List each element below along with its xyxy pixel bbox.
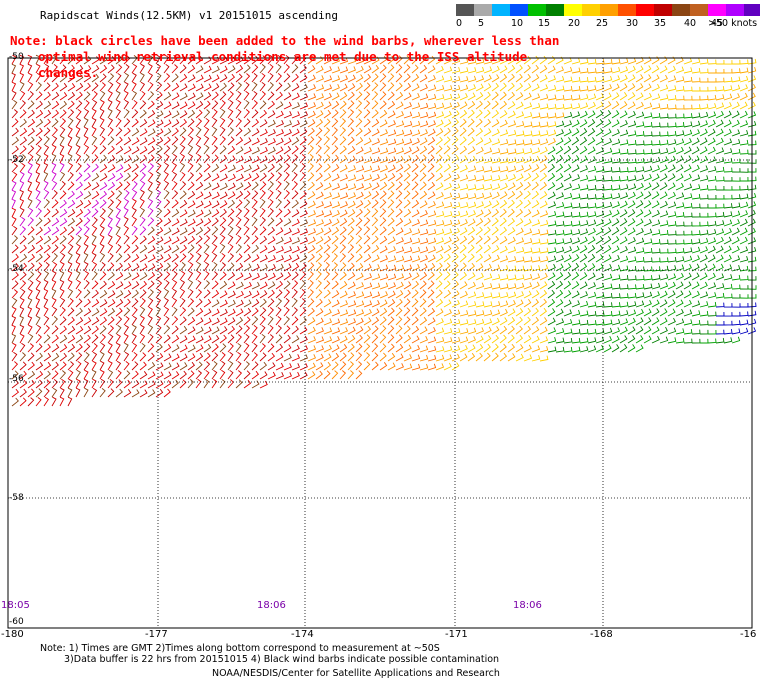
lat-label-52: -52	[9, 155, 24, 165]
wind-barb-group-7	[547, 110, 757, 353]
scale-swatch-0	[456, 4, 474, 16]
note-line-1: Note: black circles have been added to t…	[10, 33, 560, 48]
scale-swatch-12	[672, 4, 690, 16]
color-scale-labels: 0 5 10 15 20 25 30 35 40 45 >50 knots	[456, 16, 760, 30]
lon-label-16: -16	[740, 629, 757, 640]
lat-label-58: -58	[9, 493, 24, 503]
scale-label-6: 30	[626, 18, 639, 29]
lat-lon-grid	[8, 58, 752, 628]
wind-barb-group-4	[307, 55, 437, 380]
footer-credit: NOAA/NESDIS/Center for Satellite Applica…	[212, 668, 500, 679]
scale-label-7: 35	[654, 18, 667, 29]
note-line-2: optimal wind retrieval conditions are me…	[38, 49, 528, 80]
wind-barb-group-3	[307, 55, 437, 380]
wind-barb-group-5	[435, 56, 757, 371]
time-label-3: 18:06	[513, 600, 542, 611]
lon-label-168: -168	[590, 629, 613, 640]
lon-label-180: -180	[1, 629, 24, 640]
scale-swatch-7	[582, 4, 600, 16]
lat-label-54: -54	[9, 264, 24, 274]
scale-label-9: 45	[711, 18, 724, 29]
scale-swatch-4	[528, 4, 546, 16]
scale-swatch-16	[744, 4, 760, 16]
contamination-note: Note: black circles have been added to t…	[10, 33, 570, 81]
lat-label-50: -50	[9, 52, 24, 62]
scale-swatch-3	[510, 4, 528, 16]
map-frame	[7, 57, 753, 629]
footer-note-2: 3)Data buffer is 22 hrs from 20151015 4)…	[64, 654, 500, 665]
map-title: Rapidscat Winds(12.5KM) v1 20151015 asce…	[40, 9, 339, 22]
footer-note-1: Note: 1) Times are GMT 2)Times along bot…	[40, 643, 440, 654]
color-scale-bar	[456, 4, 760, 16]
wind-barb-group-1	[11, 54, 309, 407]
scale-swatch-1	[474, 4, 492, 16]
scale-label-4: 20	[568, 18, 581, 29]
scale-swatch-13	[690, 4, 708, 16]
time-label-2: 18:06	[257, 600, 286, 611]
wind-barb-group-2	[11, 54, 309, 407]
wind-speed-color-scale: 0 5 10 15 20 25 30 35 40 45 >50 knots	[456, 4, 760, 30]
scale-swatch-10	[636, 4, 654, 16]
scale-label-2: 10	[511, 18, 524, 29]
scale-swatch-2	[492, 4, 510, 16]
scale-label-10: >50 knots	[708, 18, 758, 29]
scale-swatch-9	[618, 4, 636, 16]
lon-label-177: -177	[145, 629, 168, 640]
lat-label-60: -60	[9, 617, 24, 627]
time-label-1: 18:05	[1, 600, 30, 611]
wind-barb-group-6	[435, 55, 757, 371]
scale-label-3: 15	[538, 18, 551, 29]
scale-swatch-11	[654, 4, 672, 16]
lat-label-56: -56	[9, 374, 24, 384]
scale-swatch-8	[600, 4, 618, 16]
lon-label-174: -174	[291, 629, 314, 640]
scale-swatch-15	[726, 4, 744, 16]
wind-barb-group-10	[715, 302, 757, 335]
scale-label-5: 25	[596, 18, 609, 29]
wind-barb-group-0	[11, 54, 309, 407]
scale-swatch-14	[708, 4, 726, 16]
wind-barbs-layer	[11, 54, 757, 407]
scale-label-0: 0	[456, 18, 463, 29]
scale-label-1: 5	[478, 18, 485, 29]
scale-swatch-5	[546, 4, 564, 16]
lon-label-171: -171	[445, 629, 468, 640]
scale-swatch-6	[564, 4, 582, 16]
wind-barb-group-9	[11, 162, 162, 236]
scale-label-8: 40	[684, 18, 697, 29]
